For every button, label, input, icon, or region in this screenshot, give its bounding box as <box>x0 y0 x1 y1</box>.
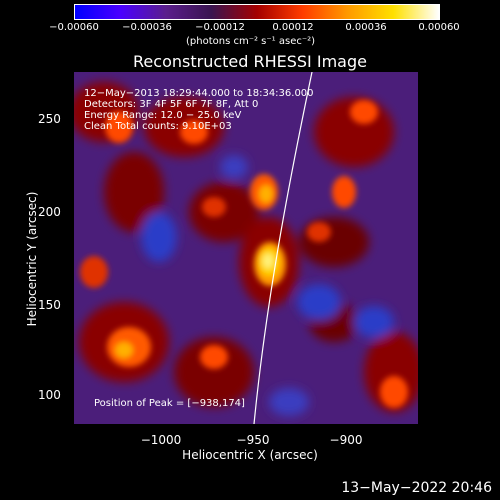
energy-range-text: Energy Range: 12.0 − 25.0 keV <box>84 110 242 121</box>
y-tick: 200 <box>38 205 61 219</box>
colorbar-units: (photons cm⁻² s⁻¹ asec⁻²) <box>186 36 316 47</box>
x-tick: −900 <box>329 433 363 447</box>
colorbar-tick: −0.00036 <box>122 22 172 33</box>
colorbar-tick: 0.00060 <box>418 22 460 33</box>
colorbar-tick: 0.00012 <box>272 22 314 33</box>
colorbar-gradient <box>75 5 439 19</box>
peak-position-text: Position of Peak = [−938,174] <box>94 398 245 409</box>
colorbar-tick: 0.00036 <box>345 22 387 33</box>
x-tick: −950 <box>236 433 270 447</box>
rhessi-image: 12−May−2013 18:29:44.000 to 18:34:36.000… <box>74 72 418 424</box>
y-tick: 250 <box>38 112 61 126</box>
image-title: Reconstructed RHESSI Image <box>133 52 367 71</box>
detectors-text: Detectors: 3F 4F 5F 6F 7F 8F, Att 0 <box>84 99 259 110</box>
rhessi-map <box>74 72 418 424</box>
colorbar-tick: −0.00060 <box>49 22 99 33</box>
x-axis-label: Heliocentric X (arcsec) <box>182 448 318 462</box>
colorbar-tick: −0.00012 <box>195 22 245 33</box>
timestamp-footer: 13−May−2022 20:46 <box>341 480 492 496</box>
y-tick: 150 <box>38 298 61 312</box>
colorbar <box>74 4 440 20</box>
y-tick: 100 <box>38 388 61 402</box>
time-range-text: 12−May−2013 18:29:44.000 to 18:34:36.000 <box>84 88 314 99</box>
x-tick: −1000 <box>140 433 182 447</box>
y-axis-label: Heliocentric Y (arcsec) <box>25 191 39 327</box>
clean-counts-text: Clean Total counts: 9.10E+03 <box>84 121 232 132</box>
